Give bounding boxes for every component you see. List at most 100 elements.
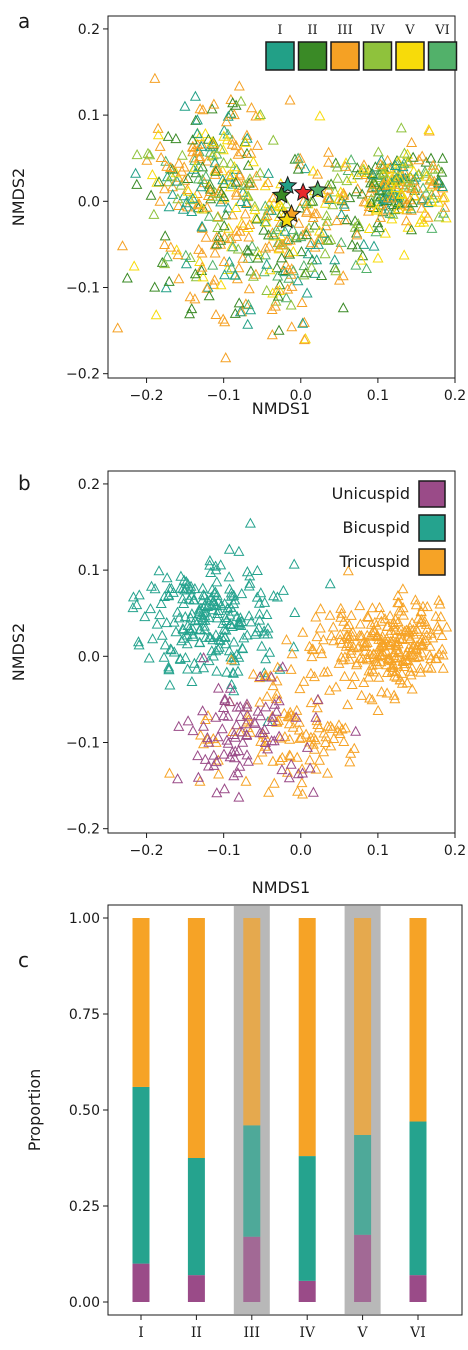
data-point bbox=[321, 215, 333, 226]
legend-b: Unicuspid Bicuspid Tricuspid bbox=[332, 480, 446, 576]
data-point bbox=[236, 587, 248, 599]
data-point bbox=[206, 150, 218, 161]
data-point bbox=[252, 252, 264, 263]
data-point bbox=[215, 196, 227, 207]
data-point bbox=[422, 211, 434, 222]
data-point bbox=[324, 684, 336, 695]
data-point bbox=[189, 161, 201, 172]
data-point bbox=[334, 727, 346, 738]
stacked-bars-c bbox=[132, 906, 427, 1314]
y-tick-label: 0.75 bbox=[69, 1007, 100, 1023]
data-point bbox=[236, 726, 248, 737]
data-point bbox=[223, 543, 235, 554]
data-point bbox=[220, 209, 232, 220]
data-point bbox=[311, 702, 323, 713]
data-point bbox=[149, 281, 161, 292]
data-point bbox=[196, 247, 208, 258]
data-point bbox=[186, 675, 198, 686]
data-point bbox=[384, 638, 396, 650]
data-point bbox=[193, 243, 205, 254]
data-point bbox=[273, 730, 285, 741]
data-point bbox=[371, 191, 383, 202]
data-point bbox=[421, 600, 433, 612]
data-point bbox=[218, 190, 230, 201]
data-point bbox=[328, 635, 340, 646]
data-point bbox=[305, 237, 318, 248]
data-point bbox=[373, 184, 385, 195]
data-point bbox=[405, 224, 418, 235]
data-point bbox=[283, 718, 295, 729]
data-point bbox=[204, 183, 216, 194]
data-point bbox=[422, 661, 434, 672]
data-point bbox=[165, 161, 177, 172]
data-point bbox=[342, 565, 354, 576]
data-point bbox=[222, 128, 234, 139]
data-point bbox=[384, 610, 396, 621]
data-point bbox=[354, 599, 366, 611]
data-point bbox=[426, 222, 438, 233]
data-point bbox=[198, 177, 210, 188]
data-point bbox=[318, 727, 330, 738]
data-point bbox=[211, 665, 223, 676]
data-point bbox=[153, 176, 165, 187]
data-point bbox=[366, 694, 378, 705]
data-point bbox=[323, 156, 335, 167]
data-point bbox=[362, 611, 374, 622]
data-point bbox=[229, 269, 241, 280]
data-point bbox=[127, 601, 139, 613]
data-point bbox=[286, 321, 298, 332]
data-point bbox=[225, 590, 237, 601]
data-point bbox=[271, 591, 283, 602]
y-tick-label: 0.50 bbox=[69, 1103, 100, 1119]
data-point bbox=[209, 274, 221, 285]
data-point bbox=[411, 623, 423, 634]
data-point bbox=[232, 665, 244, 676]
data-point bbox=[288, 641, 300, 652]
data-point bbox=[401, 204, 413, 215]
data-point bbox=[160, 155, 172, 166]
data-point bbox=[325, 720, 337, 731]
data-point bbox=[207, 634, 219, 645]
data-point bbox=[312, 718, 324, 729]
data-point bbox=[312, 693, 324, 704]
data-point bbox=[287, 223, 299, 235]
data-point bbox=[268, 229, 280, 240]
data-point bbox=[327, 621, 339, 632]
data-point bbox=[259, 200, 271, 211]
data-point bbox=[267, 679, 279, 691]
data-point bbox=[309, 267, 321, 278]
data-point bbox=[278, 707, 290, 718]
data-point bbox=[310, 711, 322, 722]
data-point bbox=[408, 190, 420, 201]
data-point bbox=[229, 594, 241, 605]
data-point bbox=[196, 261, 208, 272]
data-point bbox=[400, 653, 412, 664]
y-tick-label: 0.25 bbox=[69, 1199, 100, 1215]
data-point bbox=[369, 616, 381, 627]
data-point bbox=[315, 603, 327, 614]
data-point bbox=[227, 666, 239, 678]
data-point bbox=[372, 704, 384, 715]
data-point bbox=[375, 686, 387, 697]
data-point bbox=[331, 214, 343, 226]
y-tick-label: 1.00 bbox=[69, 911, 100, 927]
data-point bbox=[371, 658, 383, 669]
data-point bbox=[423, 123, 435, 135]
data-point bbox=[218, 157, 230, 168]
data-point bbox=[233, 80, 245, 91]
data-point bbox=[211, 589, 223, 600]
data-point bbox=[207, 732, 219, 744]
data-point bbox=[193, 160, 205, 171]
data-point bbox=[373, 633, 385, 644]
data-point bbox=[414, 635, 426, 647]
data-point bbox=[222, 737, 234, 748]
data-point bbox=[249, 203, 261, 215]
data-point bbox=[298, 269, 310, 280]
data-point bbox=[234, 760, 246, 771]
data-point bbox=[416, 202, 428, 213]
data-point bbox=[352, 169, 364, 180]
data-point bbox=[304, 762, 316, 773]
data-point bbox=[235, 195, 247, 206]
y-tick-label: 0.1 bbox=[78, 108, 100, 124]
data-point bbox=[228, 752, 240, 763]
